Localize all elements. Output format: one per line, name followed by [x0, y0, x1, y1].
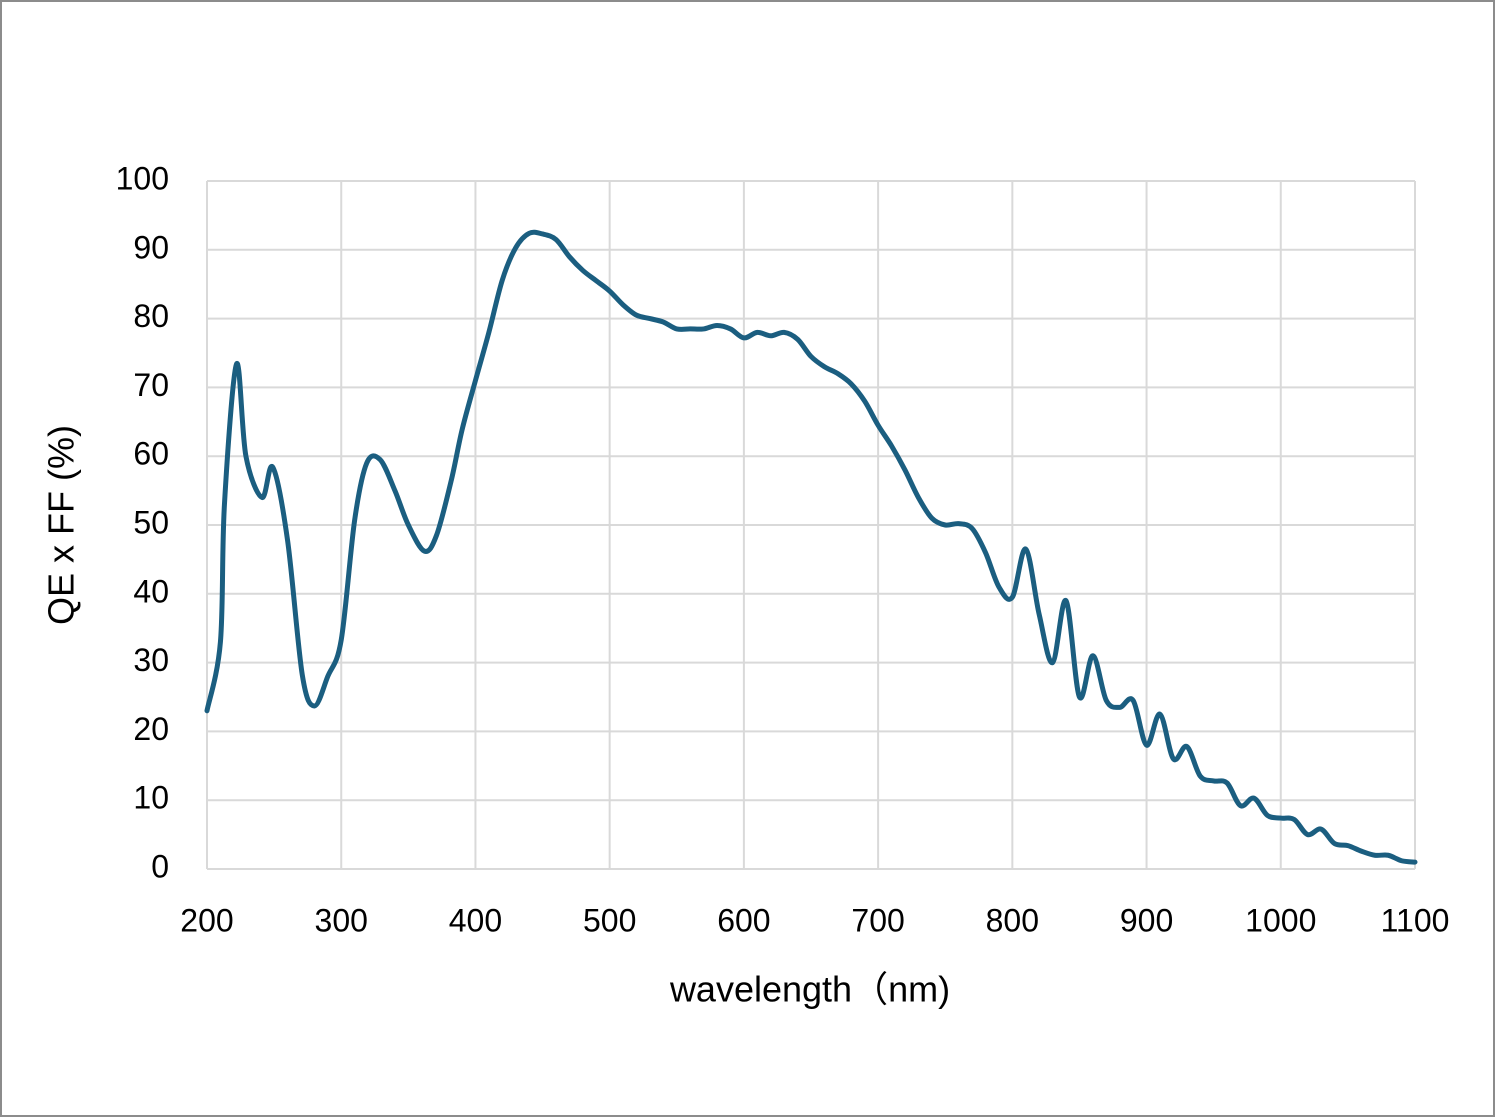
y-tick-label: 50 — [133, 504, 169, 540]
y-tick-label: 70 — [133, 367, 169, 403]
y-tick-label: 0 — [151, 848, 169, 884]
y-tick-label: 60 — [133, 436, 169, 472]
y-tick-label: 30 — [133, 642, 169, 678]
x-tick-label: 700 — [851, 902, 904, 938]
x-tick-label: 1100 — [1381, 902, 1450, 938]
x-tick-label: 900 — [1120, 902, 1173, 938]
x-tick-label: 1000 — [1245, 902, 1316, 938]
x-tick-label: 600 — [717, 902, 770, 938]
x-tick-label: 300 — [315, 902, 368, 938]
x-axis-label: wavelength（nm) — [669, 969, 950, 1010]
x-tick-label: 800 — [986, 902, 1039, 938]
y-tick-label: 80 — [133, 298, 169, 334]
y-tick-label: 20 — [133, 711, 169, 747]
data-line — [204, 229, 1418, 865]
x-tick-label: 500 — [583, 902, 636, 938]
x-tick-label: 200 — [180, 902, 233, 938]
y-tick-label: 10 — [133, 780, 169, 816]
y-tick-label: 40 — [133, 573, 169, 609]
y-axis-label: QE x FF (%) — [41, 425, 82, 625]
y-tick-label: 90 — [133, 229, 169, 265]
y-tick-label: 100 — [116, 160, 169, 196]
x-tick-label: 400 — [449, 902, 502, 938]
